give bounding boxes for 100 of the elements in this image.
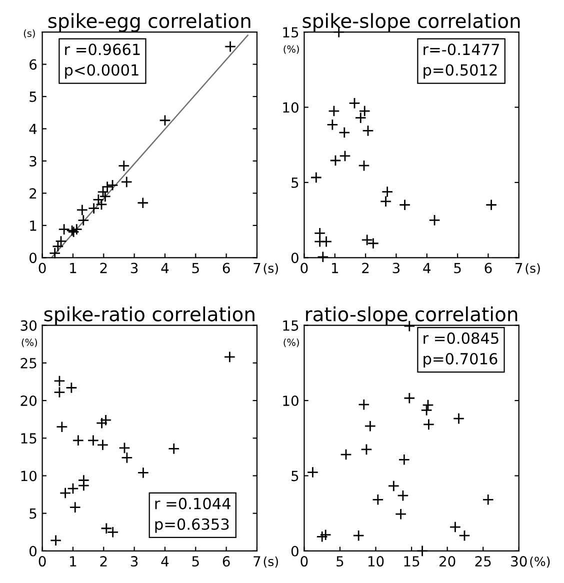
x-tick-label: 0 bbox=[300, 556, 308, 567]
point bbox=[118, 160, 130, 172]
point bbox=[381, 186, 394, 198]
point bbox=[394, 508, 407, 520]
x-tick-label: 5 bbox=[336, 556, 344, 567]
y-tick-label: 10 bbox=[21, 470, 37, 482]
point bbox=[121, 452, 133, 464]
x-tick-label: 4 bbox=[423, 262, 431, 274]
x-tick-label: 20 bbox=[440, 556, 456, 567]
point bbox=[388, 480, 400, 492]
point bbox=[422, 399, 434, 411]
point bbox=[137, 197, 149, 209]
y-tick-label: 4 bbox=[29, 124, 37, 134]
point bbox=[458, 530, 470, 542]
point bbox=[397, 490, 409, 502]
point bbox=[100, 414, 112, 426]
y-axis-title: (%) bbox=[22, 338, 37, 348]
point bbox=[422, 418, 435, 430]
point bbox=[380, 196, 392, 208]
x-tick-label: 6 bbox=[222, 262, 230, 274]
point bbox=[137, 466, 150, 479]
y-tick-label: 3 bbox=[30, 156, 36, 166]
x-tick-label: 2 bbox=[100, 262, 107, 274]
y-tick-label: 15 bbox=[21, 433, 36, 444]
x-axis-title: (s) bbox=[264, 556, 278, 568]
point bbox=[428, 214, 440, 226]
point bbox=[320, 529, 332, 541]
point bbox=[87, 434, 100, 446]
point bbox=[352, 530, 364, 542]
point bbox=[310, 172, 322, 184]
x-axis-title: (%) bbox=[530, 556, 550, 568]
point bbox=[328, 105, 340, 117]
point bbox=[72, 434, 84, 446]
y-tick-label: 0 bbox=[291, 546, 298, 556]
y-tick-label: 15 bbox=[283, 320, 298, 331]
point bbox=[348, 97, 360, 110]
annotation: r =0.1044 p=0.6353 bbox=[155, 498, 230, 533]
point bbox=[326, 118, 338, 131]
point bbox=[452, 412, 465, 424]
y-tick-label: 5 bbox=[292, 470, 298, 482]
y-tick-label: 1 bbox=[30, 220, 36, 231]
y-tick-label: 20 bbox=[20, 396, 37, 406]
y-tick-label: 25 bbox=[20, 358, 36, 368]
point bbox=[76, 204, 88, 216]
x-axis-title: (s) bbox=[526, 263, 540, 274]
y-tick-label: 0 bbox=[291, 252, 298, 264]
x-tick-label: 1 bbox=[70, 262, 76, 274]
x-tick-label: 1 bbox=[332, 262, 338, 274]
point bbox=[96, 439, 109, 451]
x-tick-label: 7 bbox=[516, 262, 522, 274]
x-tick-label: 5 bbox=[454, 262, 461, 274]
x-tick-label: 6 bbox=[484, 262, 492, 274]
point bbox=[317, 251, 329, 263]
x-tick-label: 7 bbox=[254, 556, 260, 566]
point bbox=[106, 526, 119, 538]
point bbox=[56, 421, 68, 433]
y-tick-label: 10 bbox=[283, 396, 298, 406]
point bbox=[358, 160, 370, 172]
point bbox=[372, 494, 384, 506]
point bbox=[358, 398, 370, 410]
x-tick-label: 2 bbox=[362, 262, 369, 274]
x-axis-title: (s) bbox=[264, 263, 278, 274]
x-tick-label: 5 bbox=[192, 262, 199, 274]
point bbox=[416, 545, 428, 557]
point bbox=[485, 199, 498, 211]
point bbox=[360, 444, 372, 456]
point bbox=[118, 442, 130, 454]
y-tick-label: 6 bbox=[30, 59, 37, 70]
point bbox=[159, 114, 171, 126]
x-tick-label: 0 bbox=[300, 262, 308, 274]
point bbox=[362, 124, 374, 137]
point bbox=[50, 534, 62, 546]
x-tick-label: 4 bbox=[161, 556, 169, 566]
point bbox=[367, 238, 380, 250]
y-tick-label: 0 bbox=[30, 546, 37, 556]
point bbox=[100, 522, 112, 534]
y-axis-title: (%) bbox=[284, 338, 299, 348]
y-tick-label: 10 bbox=[283, 102, 298, 113]
point bbox=[398, 454, 410, 466]
point bbox=[224, 40, 236, 52]
y-tick-label: 5 bbox=[292, 178, 298, 188]
point bbox=[54, 386, 66, 398]
x-tick-label: 0 bbox=[38, 556, 46, 567]
point bbox=[338, 126, 350, 138]
annotation: r =0.9661 p<0.0001 bbox=[65, 44, 140, 79]
point bbox=[340, 448, 352, 460]
x-tick-label: 4 bbox=[161, 262, 169, 274]
point bbox=[168, 442, 180, 455]
y-tick-label: 15 bbox=[283, 27, 298, 38]
point bbox=[224, 351, 236, 363]
chart-title: spike-egg correlation bbox=[48, 13, 250, 32]
y-tick-label: 30 bbox=[20, 320, 37, 331]
x-tick-label: 10 bbox=[368, 556, 384, 567]
x-tick-label: 25 bbox=[475, 556, 491, 567]
y-tick-label: 5 bbox=[30, 508, 36, 519]
x-tick-label: 7 bbox=[254, 262, 260, 274]
point bbox=[398, 199, 411, 211]
point bbox=[58, 223, 70, 236]
point bbox=[316, 530, 328, 542]
x-tick-label: 0 bbox=[38, 262, 46, 274]
